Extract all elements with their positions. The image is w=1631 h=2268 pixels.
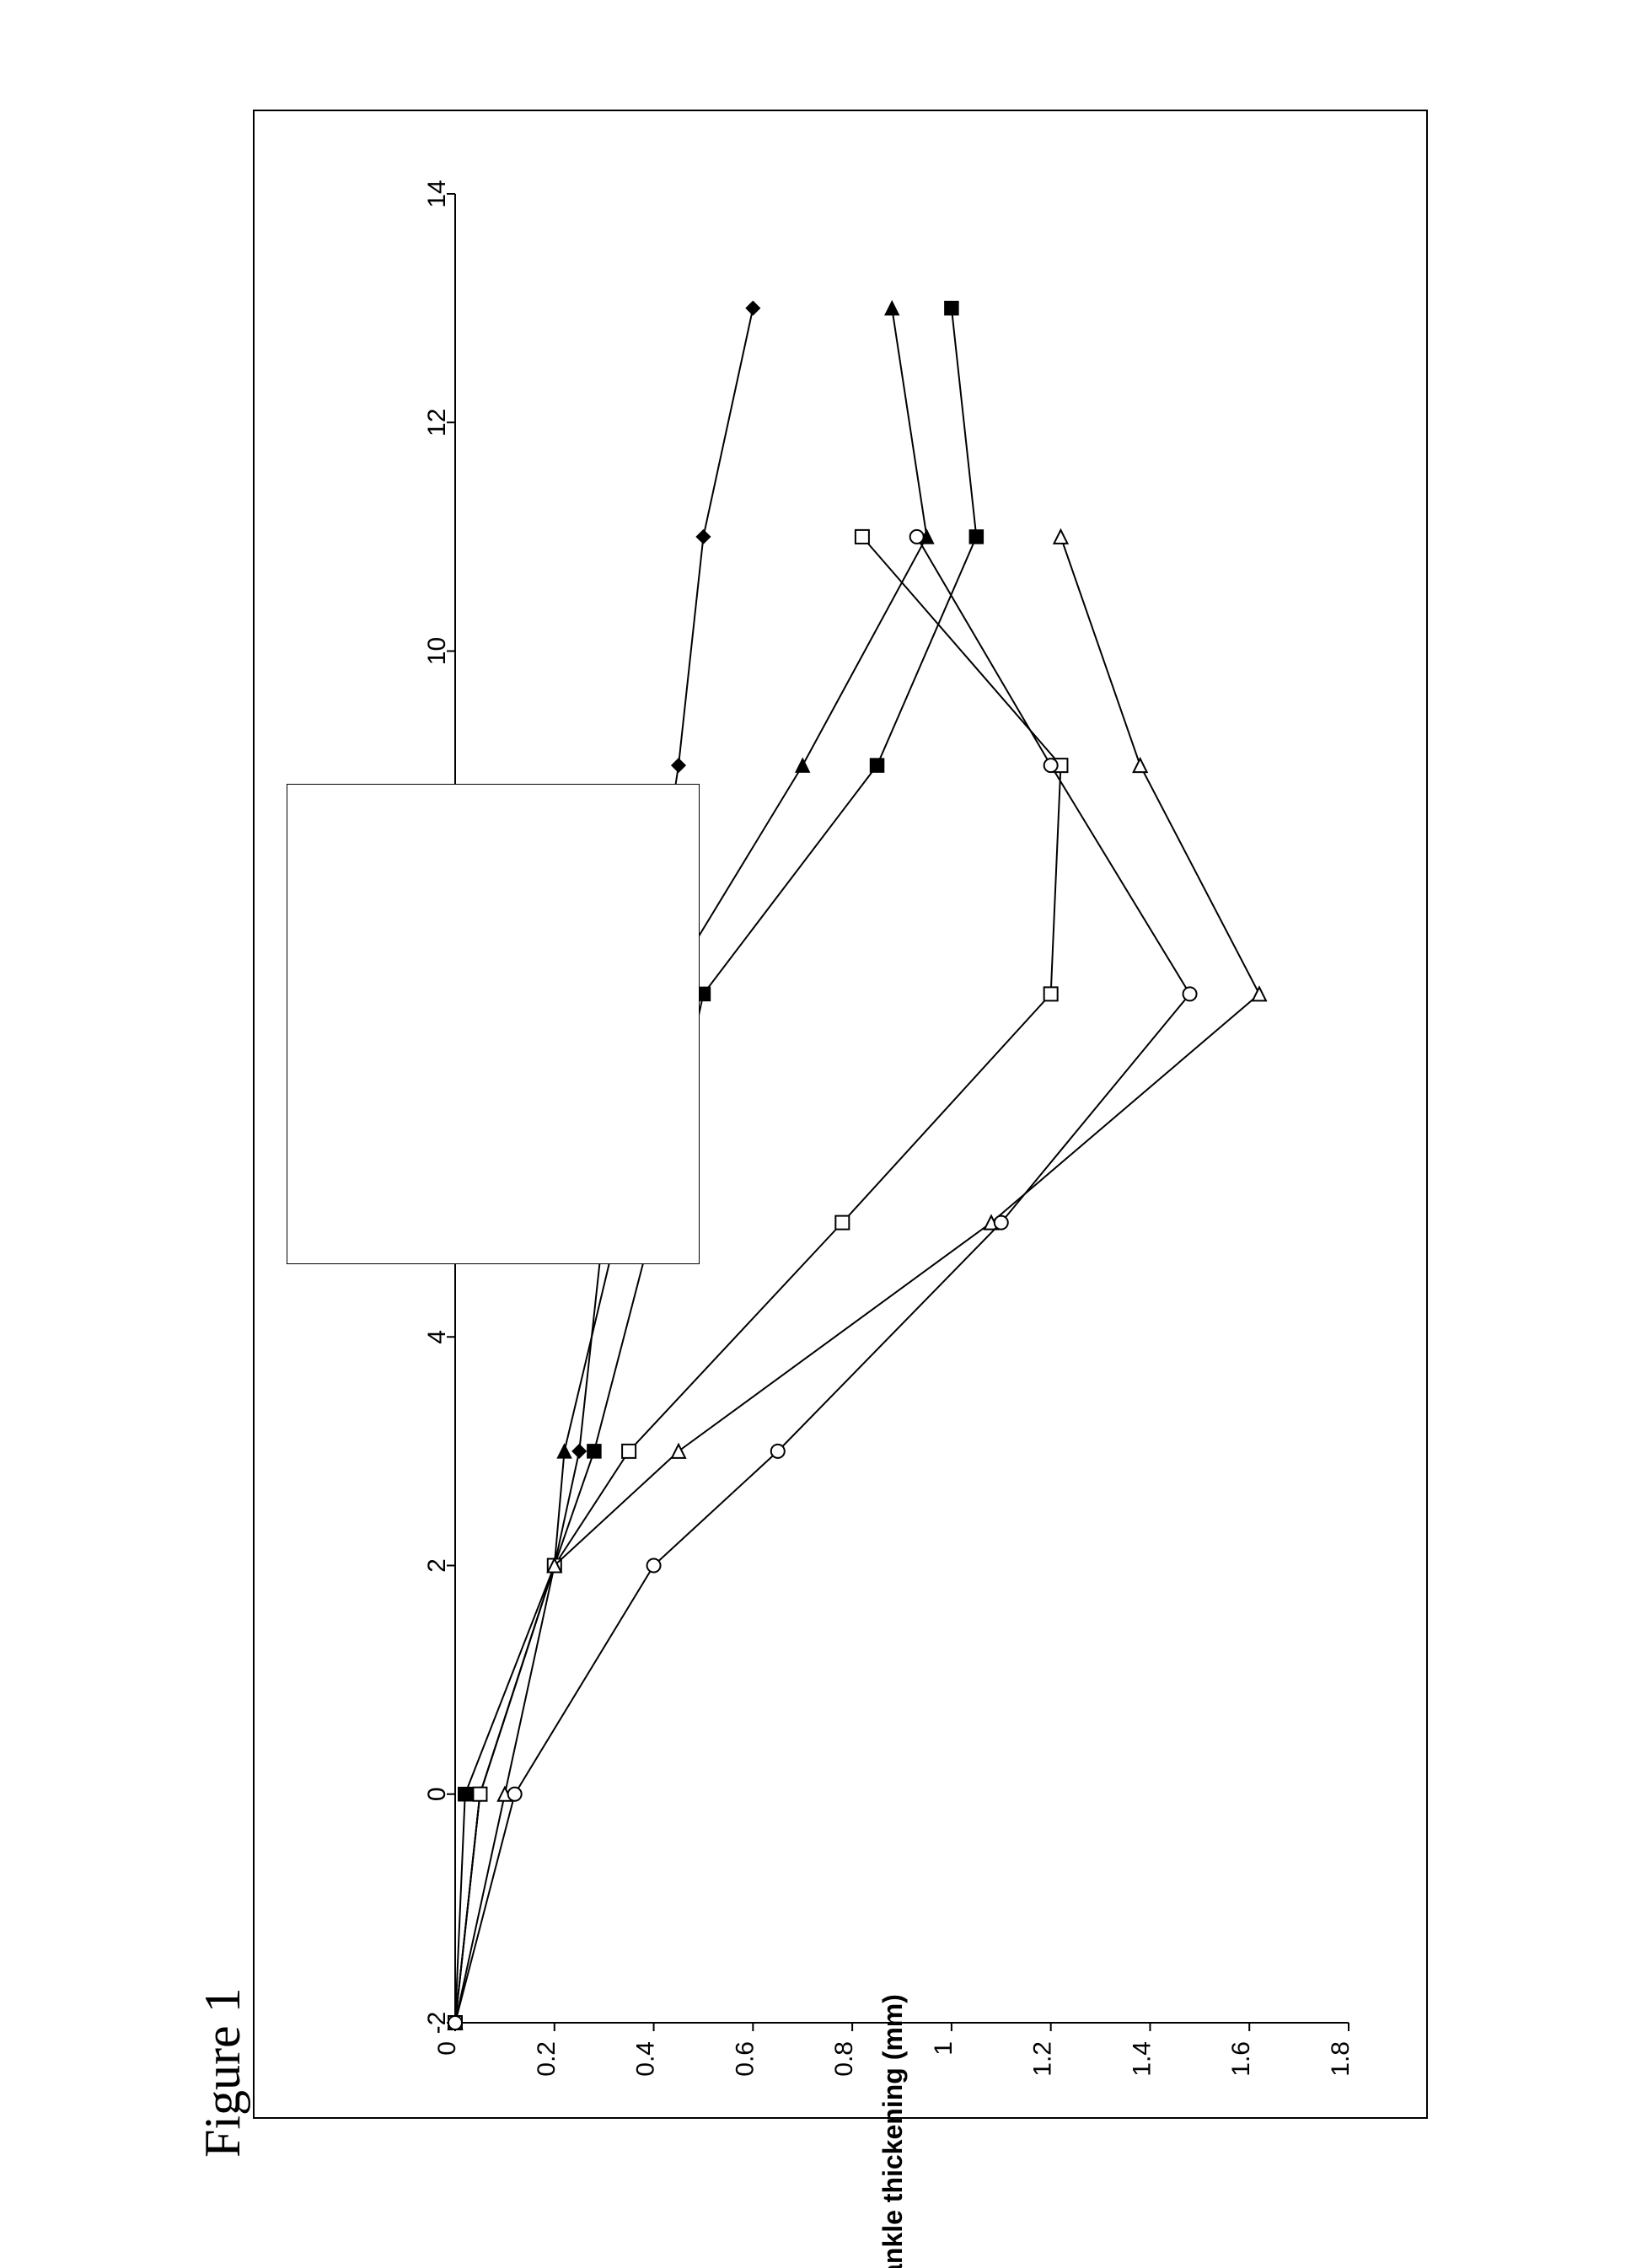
x-tick-label: -2 — [423, 2012, 451, 2035]
x-tick-label: 0 — [423, 1787, 451, 1801]
y-tick-label: 1.4 — [1128, 2041, 1156, 2077]
x-tick-label: 12 — [423, 409, 451, 437]
y-tick-label: 1.8 — [1327, 2041, 1355, 2077]
x-tick-label: 10 — [423, 637, 451, 665]
y-tick-label: 0.6 — [731, 2041, 759, 2077]
y-tick-label: 1.6 — [1227, 2041, 1255, 2077]
series-5 — [448, 530, 1197, 2029]
chart-svg: 00.20.40.60.811.21.41.61.8-202468101214d… — [0, 0, 1631, 2268]
x-tick-label: 2 — [423, 1558, 451, 1573]
series-4 — [448, 530, 1266, 2029]
y-tick-label: 0.8 — [830, 2041, 858, 2077]
legend-box — [287, 784, 700, 1264]
y-tick-label: 0.4 — [632, 2041, 660, 2077]
y-tick-label: 1.2 — [1029, 2041, 1057, 2077]
x-tick-label: 14 — [423, 180, 451, 207]
y-axis-label: ankle thickening (mm) — [877, 1994, 908, 2268]
y-tick-label: 0.2 — [533, 2041, 561, 2077]
series-3 — [448, 530, 1067, 2029]
x-tick-label: 4 — [423, 1330, 451, 1344]
y-tick-label: 0 — [433, 2041, 461, 2056]
page: Figure 1 00.20.40.60.811.21.41.61.8-2024… — [0, 0, 1631, 2268]
y-tick-label: 1 — [930, 2041, 958, 2056]
